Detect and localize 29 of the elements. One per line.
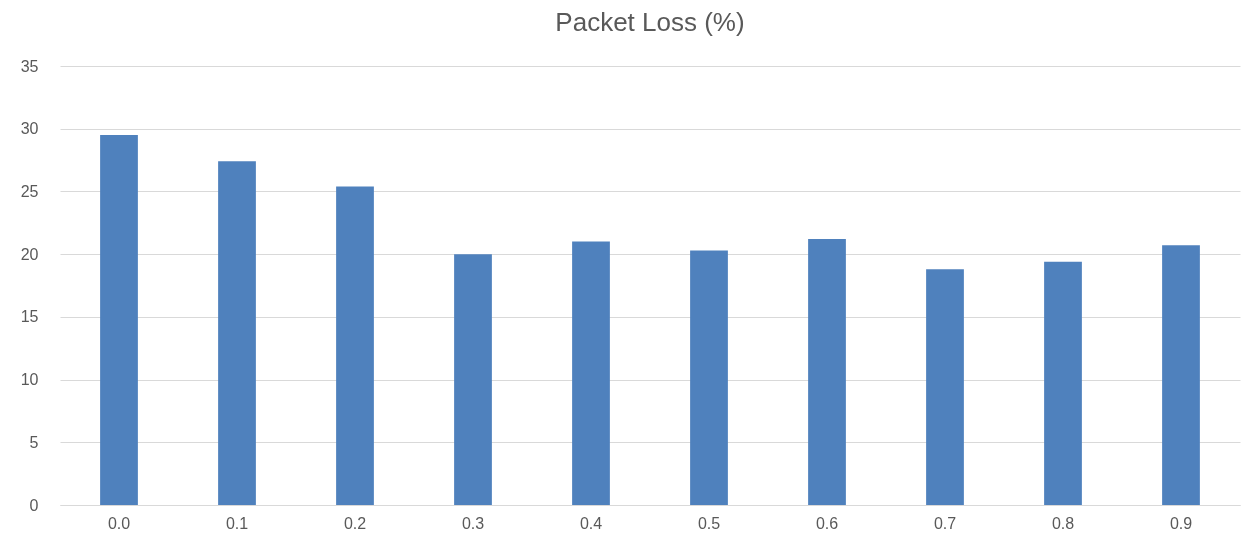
y-tick-label: 30 (20, 120, 39, 138)
bar (572, 241, 610, 505)
bar (1044, 261, 1082, 505)
bar (926, 269, 964, 505)
y-tick-label: 20 (20, 245, 39, 263)
bar (1162, 245, 1200, 505)
x-tick-label: 0.4 (579, 514, 603, 532)
bar (218, 161, 256, 505)
bar (690, 250, 728, 505)
chart-title: Packet Loss (%) (555, 7, 745, 37)
bar (100, 134, 138, 505)
x-tick-label: 0.0 (107, 514, 131, 532)
bar (808, 239, 846, 505)
x-tick-label: 0.2 (343, 514, 367, 532)
x-tick-label: 0.6 (815, 514, 839, 532)
x-tick-label: 0.3 (461, 514, 485, 532)
y-tick-label: 0 (29, 496, 39, 514)
x-tick-label: 0.8 (1051, 514, 1075, 532)
y-tick-label: 25 (20, 182, 39, 200)
x-tick-label: 0.7 (933, 514, 957, 532)
y-tick-label: 35 (20, 57, 39, 75)
x-tick-label: 0.9 (1169, 514, 1193, 532)
y-tick-label: 15 (20, 308, 39, 326)
bar (336, 186, 374, 505)
x-tick-label: 0.1 (225, 514, 249, 532)
x-tick-label: 0.5 (697, 514, 721, 532)
y-tick-label: 5 (29, 433, 39, 451)
bar (454, 254, 492, 505)
y-tick-label: 10 (20, 371, 39, 389)
